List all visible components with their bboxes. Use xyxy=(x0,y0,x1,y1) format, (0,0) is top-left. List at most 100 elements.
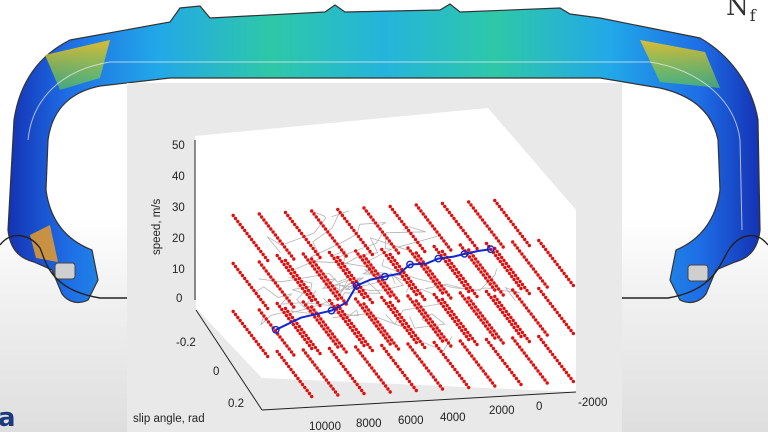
sweep-point xyxy=(354,345,358,349)
sweep-point xyxy=(527,291,531,296)
sweep-point xyxy=(483,372,488,376)
sweep-point xyxy=(366,308,371,312)
sweep-point xyxy=(496,239,501,243)
sweep-point xyxy=(362,343,366,348)
sweep-point xyxy=(445,207,449,212)
sweep-point xyxy=(434,247,439,252)
sweep-point xyxy=(543,282,547,286)
sweep-point xyxy=(496,352,500,357)
sweep-point xyxy=(277,304,282,309)
sweep-point xyxy=(389,290,394,294)
sweep-point xyxy=(429,324,433,328)
sweep-point xyxy=(315,366,319,370)
sweep-point xyxy=(506,312,511,317)
sweep-point xyxy=(322,279,326,283)
sweep-point xyxy=(256,294,261,299)
sweep-point xyxy=(316,300,320,305)
sweep-point xyxy=(446,310,450,315)
sweep-point xyxy=(320,276,324,280)
sweep-point xyxy=(353,379,357,384)
sweep-point xyxy=(295,273,299,278)
sweep-point xyxy=(257,260,261,264)
sweep-point xyxy=(343,312,347,317)
sweep-point xyxy=(458,243,462,247)
sweep-point xyxy=(539,289,543,294)
sweep-point xyxy=(419,257,423,261)
sweep-point xyxy=(359,237,363,242)
sweep-point xyxy=(284,265,289,270)
sweep-point xyxy=(262,218,266,222)
trajectory-marker xyxy=(327,306,336,315)
sweep-point xyxy=(280,307,284,312)
sweep-point xyxy=(493,198,497,203)
sweep-point xyxy=(245,231,249,236)
sweep-point xyxy=(259,215,264,219)
sweep-point xyxy=(513,321,518,326)
sweep-point xyxy=(428,317,432,321)
sweep-point xyxy=(454,219,458,224)
sweep-point xyxy=(437,281,441,285)
sweep-point xyxy=(541,292,546,297)
sweep-point xyxy=(371,218,375,222)
rim-right xyxy=(622,234,768,299)
sweep-point xyxy=(336,345,340,349)
sweep-point xyxy=(555,262,559,267)
sweep-point xyxy=(365,360,369,364)
sweep-point xyxy=(339,248,344,252)
sweep-point xyxy=(517,297,522,301)
sweep-point xyxy=(346,370,350,375)
sweep-point xyxy=(233,216,238,221)
sweep-point xyxy=(439,349,443,354)
x-tick-label: -2000 xyxy=(578,397,607,409)
sweep-point xyxy=(410,252,415,256)
sweep-point xyxy=(496,256,500,261)
trajectory-marker xyxy=(380,272,389,281)
sweep-point xyxy=(266,320,271,324)
sweep-point xyxy=(300,286,305,291)
sweep-point xyxy=(427,369,431,373)
sweep-point xyxy=(494,332,498,336)
sweep-point xyxy=(400,322,405,327)
sweep-point xyxy=(306,354,310,358)
sweep-point xyxy=(496,287,501,291)
z-axis-label: speed, m/s xyxy=(151,199,163,255)
sweep-point xyxy=(370,348,374,353)
sweep-point xyxy=(492,281,496,285)
sweep-point xyxy=(410,286,414,291)
sweep-point xyxy=(326,285,331,289)
y-tick-labels: -0.2 0 0.2 xyxy=(176,337,244,410)
sweep-point xyxy=(387,287,391,291)
sweep-point xyxy=(454,267,458,272)
sweep-point xyxy=(453,367,457,372)
sweep-point xyxy=(358,255,362,259)
sweep-point xyxy=(529,360,533,364)
sweep-point xyxy=(467,337,471,342)
sweep-point xyxy=(336,297,340,301)
sweep-point xyxy=(431,375,435,379)
sweep-point xyxy=(467,351,472,355)
sweep-point xyxy=(414,251,418,255)
sweep-point xyxy=(333,335,337,339)
sweep-point xyxy=(360,340,364,345)
sweep-point xyxy=(374,324,379,328)
x-tick-label: 6000 xyxy=(398,415,424,427)
sweep-point xyxy=(290,267,295,272)
sweep-point xyxy=(371,266,375,270)
sweep-point xyxy=(374,372,379,376)
sweep-point xyxy=(449,344,453,348)
sweep-point xyxy=(283,306,288,311)
sweep-point xyxy=(231,309,235,314)
sweep-point xyxy=(330,301,334,306)
sweep-point xyxy=(335,338,339,342)
sweep-point xyxy=(473,305,478,309)
sweep-point xyxy=(257,308,261,312)
sweep-point xyxy=(348,277,352,282)
sweep-point xyxy=(333,390,338,394)
sweep-point xyxy=(534,318,538,322)
sweep-point xyxy=(449,296,453,300)
sweep-point xyxy=(560,268,564,273)
sweep-point xyxy=(424,366,429,370)
sweep-point xyxy=(437,233,441,237)
sweep-point xyxy=(389,259,393,264)
sweep-point xyxy=(523,237,527,242)
